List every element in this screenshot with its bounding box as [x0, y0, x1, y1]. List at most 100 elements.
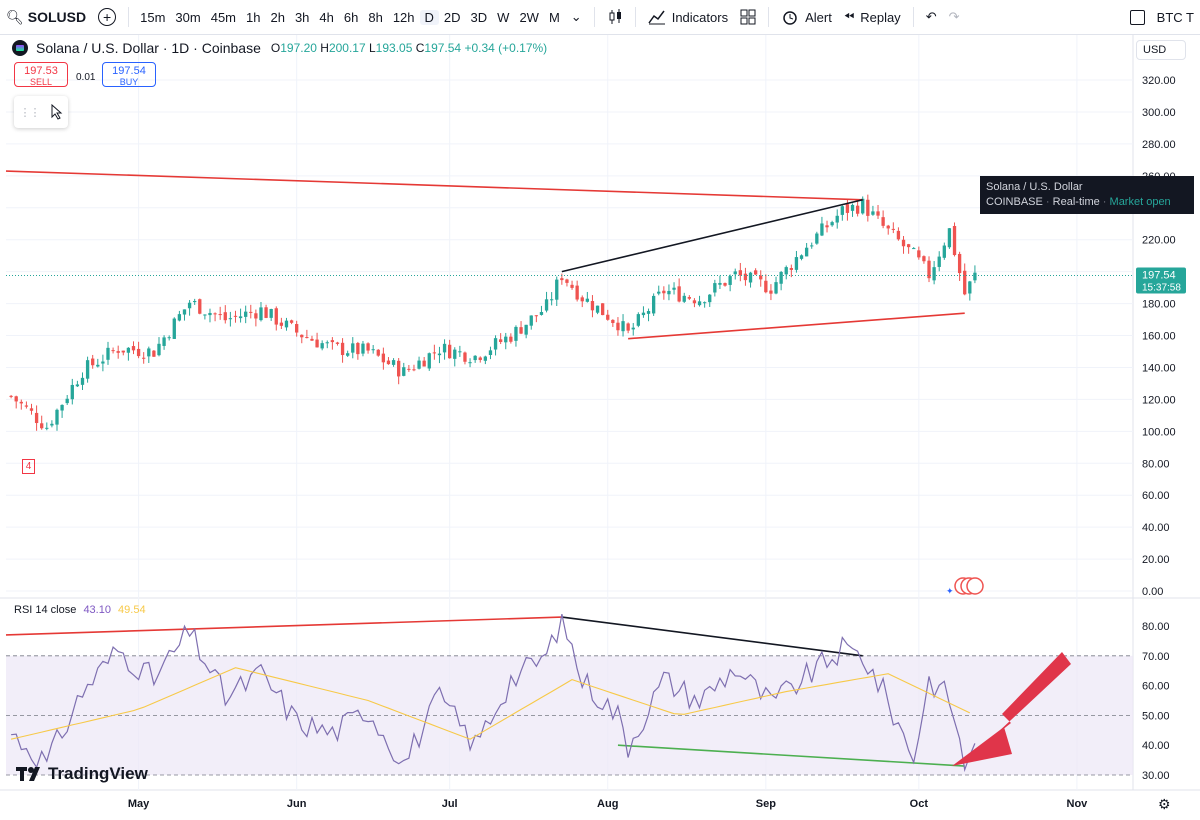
trendlines: [5, 170, 965, 767]
price-tick-label: 80.00: [1142, 458, 1170, 470]
chart-title[interactable]: Solana / U.S. Dollar · 1D · Coinbase: [36, 40, 261, 56]
change-value: +0.34 (+0.17%): [464, 41, 548, 55]
layouts-button[interactable]: [734, 0, 762, 34]
tradingview-logo: TradingView: [16, 764, 148, 784]
candle-body: [187, 302, 192, 309]
undo-button[interactable]: ↶: [920, 0, 943, 34]
candle-body: [40, 423, 44, 429]
timeframe-8h[interactable]: 8h: [368, 9, 383, 25]
gear-icon[interactable]: ⚙︎: [1158, 796, 1171, 812]
alert-button[interactable]: Alert: [775, 0, 838, 34]
grid-icon: [740, 9, 756, 25]
timeframe-30m[interactable]: 30m: [175, 9, 201, 25]
candle-body: [504, 336, 508, 343]
candle-body: [876, 211, 880, 216]
timeframe-3h[interactable]: 3h: [294, 9, 310, 25]
sell-label: SELL: [29, 77, 53, 87]
timeframe-3D[interactable]: 3D: [470, 9, 488, 25]
buy-button[interactable]: 197.54 BUY: [102, 62, 156, 87]
event-marker[interactable]: 4: [22, 459, 35, 474]
candle-body: [723, 283, 727, 286]
tooltip-feed: Real-time: [1052, 196, 1100, 208]
buy-label: BUY: [119, 77, 139, 87]
candle-body: [509, 336, 513, 342]
candle-body: [233, 315, 238, 317]
tooltip-exchange: COINBASE: [986, 196, 1043, 208]
time-axis: May Jun Jul Aug Sep Oct Nov: [128, 798, 1088, 810]
candle-body: [442, 343, 447, 353]
rsi-legend[interactable]: RSI 14 close 43.10 49.54: [14, 604, 146, 616]
candle-body: [295, 324, 299, 333]
timeframe-M[interactable]: M: [548, 9, 560, 25]
replay-button[interactable]: ⏪︎ Replay: [838, 0, 907, 34]
candle-body: [514, 326, 518, 341]
sell-button[interactable]: 197.53 SELL: [14, 62, 68, 87]
timeframe-4h[interactable]: 4h: [319, 9, 334, 25]
timeframe-W[interactable]: W: [497, 9, 510, 25]
candle-body: [427, 353, 431, 369]
ohlc-values: O197.20 H200.17 L193.05 C197.54 +0.34 (+…: [271, 41, 547, 55]
price-trendline-red: [5, 170, 863, 201]
compare-button[interactable]: +: [92, 0, 122, 34]
timeframe-1h[interactable]: 1h: [246, 9, 261, 25]
timeframe-6h[interactable]: 6h: [343, 9, 359, 25]
candle-body: [952, 225, 957, 256]
currency-selector[interactable]: USD: [1136, 40, 1186, 60]
cursor-arrow-icon[interactable]: [51, 104, 63, 120]
candle-body: [458, 351, 462, 353]
candle-body: [616, 322, 620, 331]
candle-body: [850, 204, 855, 211]
candle-body: [85, 360, 90, 379]
timeframe-D[interactable]: D: [419, 9, 439, 25]
candle-body: [682, 295, 686, 302]
candle-body: [901, 239, 906, 247]
candle-body: [590, 301, 595, 311]
candle-body: [356, 342, 360, 355]
redo-button[interactable]: ↷: [943, 0, 966, 34]
chart-type-button[interactable]: [601, 0, 629, 34]
candle-body: [91, 358, 95, 366]
candle-body: [810, 245, 814, 247]
candle-body: [386, 360, 391, 365]
candle-body: [764, 280, 768, 293]
timeframe-45m[interactable]: 45m: [210, 9, 237, 25]
timeframe-dropdown[interactable]: ⌄: [565, 0, 588, 34]
rsi-tick-label: 30.00: [1142, 770, 1170, 782]
timeframe-selector: 15m 30m 45m 1h 2h 3h 4h 6h 8h 12h D 2D 3D W 2W M: [135, 9, 565, 25]
timeframe-15m[interactable]: 15m: [140, 9, 166, 25]
candle-body: [861, 198, 865, 214]
candle-body: [453, 349, 457, 359]
price-tick-label: 160.00: [1142, 331, 1176, 343]
candle-body: [478, 357, 482, 360]
drag-handle-icon[interactable]: ⋮⋮: [19, 106, 41, 119]
time-tick-label: Aug: [597, 798, 618, 810]
rsi-trendline-red: [5, 616, 562, 636]
candle-body: [60, 404, 64, 411]
candle-body: [560, 278, 564, 281]
rsi-label: RSI 14 close: [14, 604, 77, 616]
candle-body: [555, 279, 559, 300]
tradingview-logo-icon: [16, 767, 40, 781]
timeframe-2W[interactable]: 2W: [519, 9, 539, 25]
indicators-button[interactable]: Indicators: [642, 0, 734, 34]
candle-body: [9, 395, 13, 397]
rsi-tick-label: 80.00: [1142, 621, 1170, 633]
candle-body: [274, 308, 278, 325]
candle-body: [713, 283, 717, 293]
compare-symbol[interactable]: BTC T: [1124, 0, 1200, 34]
replay-label: Replay: [860, 9, 901, 25]
candle-body: [922, 256, 926, 262]
checkbox-icon[interactable]: [1129, 9, 1145, 25]
candle-body: [794, 257, 799, 270]
timeframe-2h[interactable]: 2h: [270, 9, 285, 25]
timeframe-2D[interactable]: 2D: [443, 9, 461, 25]
symbol-search[interactable]: 🔍︎ SOLUSD: [0, 0, 92, 34]
timeframe-12h[interactable]: 12h: [392, 9, 415, 25]
candle-body: [376, 349, 380, 356]
candle-body: [121, 350, 125, 353]
time-tick-label: May: [128, 798, 150, 810]
candle-body: [213, 313, 217, 315]
candle-body: [789, 268, 793, 270]
price-tick-label: 280.00: [1142, 139, 1176, 151]
